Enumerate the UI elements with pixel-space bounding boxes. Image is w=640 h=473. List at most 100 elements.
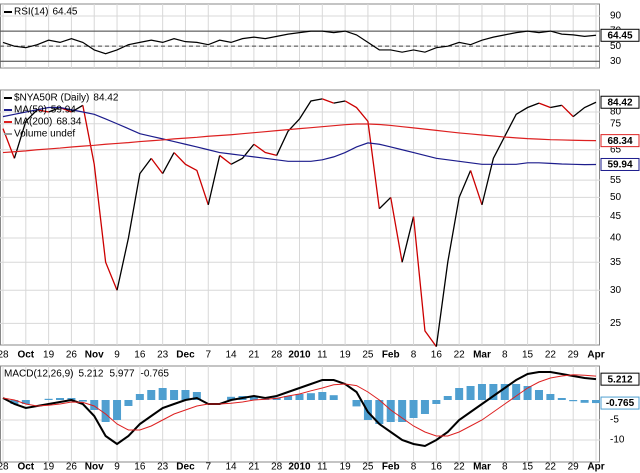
y-tick-label: 25: [610, 318, 622, 329]
histogram-bar: [90, 400, 99, 410]
x-tick-label: 8: [502, 350, 508, 361]
histogram-bar: [420, 400, 429, 414]
x-tick-label: 21: [248, 462, 260, 473]
legend-value: 5.212: [78, 369, 103, 380]
y-tick-label: 80: [610, 107, 622, 118]
x-tick-label: 28: [0, 350, 9, 361]
x-tick-label: 22: [545, 350, 557, 361]
histogram-bar: [592, 400, 600, 404]
histogram-bar: [432, 400, 441, 404]
x-tick-label: 16: [431, 462, 443, 473]
end-label-box: [600, 28, 640, 42]
x-tick-label: Apr: [587, 350, 604, 361]
histogram-bar: [249, 396, 258, 400]
histogram-bar: [546, 394, 555, 400]
x-tick-label: 9: [114, 350, 120, 361]
x-tick-label: 26: [66, 350, 78, 361]
x-tick-label: 11: [317, 462, 328, 473]
price-line: [150, 157, 164, 175]
price-line: [401, 216, 415, 263]
end-label: 59.94: [607, 160, 632, 171]
x-tick-label: Mar: [473, 350, 491, 361]
legend-value: -0.765: [141, 369, 170, 380]
y-tick-label: 50: [610, 192, 622, 203]
x-tick-label: Apr: [587, 462, 604, 473]
histogram-bar: [443, 396, 452, 400]
legend-title: MACD(12,26,9): [4, 369, 73, 380]
end-label-box: [600, 134, 640, 148]
histogram-bar: [329, 395, 338, 400]
x-tick-label: 16: [134, 462, 146, 473]
histogram-bar: [158, 388, 167, 400]
histogram-bar: [534, 390, 543, 400]
price-line: [333, 100, 346, 104]
y-tick-label: 65: [610, 144, 622, 155]
histogram-bar: [375, 400, 384, 424]
x-tick-label: 25: [362, 350, 374, 361]
end-label: -0.765: [606, 398, 635, 409]
x-tick-label: 15: [522, 350, 534, 361]
y-tick-label: -10: [610, 435, 625, 446]
histogram-bar: [227, 396, 236, 400]
x-tick-label: 19: [340, 462, 352, 473]
price-line: [550, 104, 562, 109]
x-tick-label: 19: [43, 350, 55, 361]
histogram-bar: [181, 390, 190, 400]
y-tick-label: 35: [610, 257, 622, 268]
y-tick-label: 90: [610, 11, 622, 22]
y-tick-label: -5: [610, 415, 619, 426]
x-tick-label: 16: [431, 350, 443, 361]
x-tick-label: 11: [317, 350, 328, 361]
price-line: [378, 196, 392, 210]
price-line: [481, 102, 540, 206]
legend-note: Volume undef: [14, 129, 75, 140]
y-tick-label: 30: [610, 285, 622, 296]
end-label-box: [600, 372, 640, 386]
end-label: 5.212: [607, 374, 632, 385]
price-line: [572, 101, 597, 118]
x-tick-label: Nov: [85, 462, 104, 473]
price-line: [48, 106, 61, 113]
price-line: [37, 109, 49, 113]
series-line: [2, 374, 597, 437]
x-tick-label: 21: [248, 350, 260, 361]
price-line: [173, 152, 209, 206]
x-tick-label: 23: [157, 350, 169, 361]
x-tick-label: 19: [340, 350, 352, 361]
histogram-bar: [170, 390, 179, 400]
legend-name: RSI(14): [14, 7, 48, 18]
x-tick-label: Dec: [176, 350, 195, 361]
histogram-bar: [147, 390, 156, 400]
histogram-bar: [489, 384, 498, 400]
histogram-bar: [295, 394, 304, 400]
x-tick-label: 8: [411, 350, 417, 361]
y-tick-label: 40: [610, 233, 622, 244]
histogram-bar: [113, 400, 122, 420]
histogram-bar: [569, 400, 578, 402]
series-line: [2, 30, 597, 55]
x-tick-label: 25: [362, 462, 374, 473]
x-tick-label: Nov: [85, 350, 104, 361]
x-tick-label: 16: [134, 350, 146, 361]
histogram-bar: [44, 398, 53, 400]
price-line: [230, 143, 255, 165]
price-line: [538, 102, 551, 109]
histogram-bar: [101, 400, 110, 422]
x-tick-label: Feb: [382, 350, 400, 361]
price-line: [276, 98, 323, 156]
x-tick-label: 22: [454, 462, 466, 473]
end-label: 64.45: [607, 30, 632, 41]
histogram-bar: [398, 400, 407, 422]
histogram-bar: [386, 400, 395, 422]
histogram-bar: [306, 393, 315, 400]
x-tick-label: 9: [114, 462, 120, 473]
x-tick-label: 26: [66, 462, 78, 473]
histogram-bar: [512, 384, 521, 400]
histogram-bar: [78, 400, 87, 402]
price-line: [561, 104, 574, 118]
x-tick-label: 8: [502, 462, 508, 473]
legend-name: $NYA50R (Daily): [14, 93, 89, 104]
y-tick-label: 45: [610, 211, 622, 222]
x-tick-label: 7: [205, 462, 211, 473]
